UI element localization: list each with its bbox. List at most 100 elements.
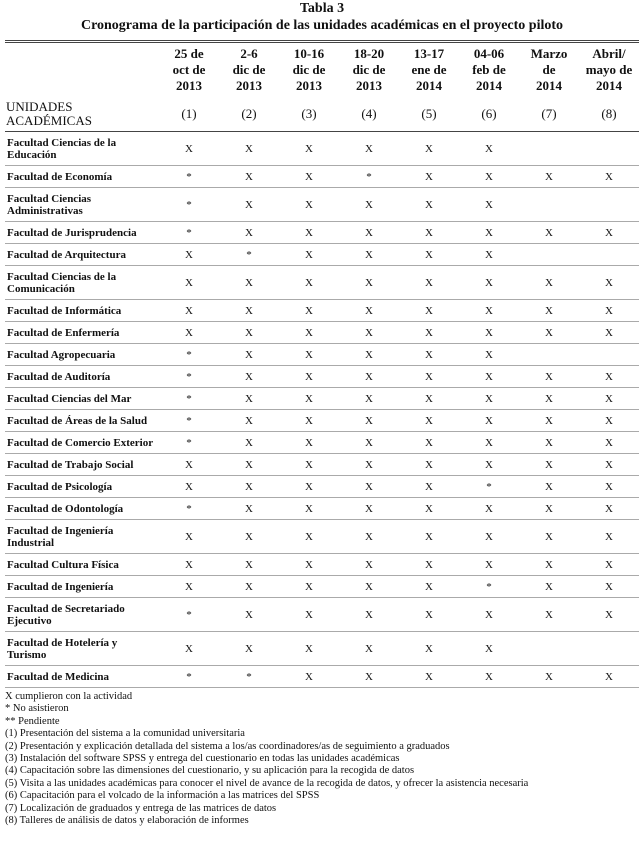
status-cell: X bbox=[459, 553, 519, 576]
unit-name: Facultad de Ingeniería Industrial bbox=[5, 519, 159, 554]
column-header-line: dic de bbox=[292, 62, 326, 77]
empty-cell bbox=[519, 187, 579, 222]
column-header-line: de bbox=[542, 62, 556, 77]
column-header-line: 2013 bbox=[356, 78, 382, 93]
status-cell: X bbox=[399, 221, 459, 244]
status-cell: X bbox=[159, 321, 219, 344]
status-cell: X bbox=[339, 187, 399, 222]
status-cell: * bbox=[159, 365, 219, 388]
status-cell: X bbox=[579, 475, 639, 498]
status-cell: X bbox=[219, 497, 279, 520]
note-line: ** Pendiente bbox=[5, 715, 60, 727]
status-cell: X bbox=[399, 165, 459, 188]
status-cell: X bbox=[219, 553, 279, 576]
column-number: (6) bbox=[459, 97, 519, 132]
table-row: Facultad de Áreas de la Salud * X X X X X X X bbox=[5, 409, 639, 432]
table-row: Facultad de Psicología X X X X X * X X bbox=[5, 475, 639, 498]
table-row: Facultad Ciencias de la Educación X X X X X X bbox=[5, 131, 639, 166]
status-cell: X bbox=[519, 497, 579, 520]
column-header-line: 2014 bbox=[416, 78, 442, 93]
status-cell: X bbox=[339, 131, 399, 166]
status-cell: X bbox=[219, 365, 279, 388]
status-cell: X bbox=[339, 321, 399, 344]
status-cell: * bbox=[159, 343, 219, 366]
column-header-line: 04-06 bbox=[473, 46, 505, 61]
table-row: Facultad de Hotelería y Turismo X X X X X X bbox=[5, 631, 639, 666]
note-line: (2) Presentación y explicación detallada… bbox=[5, 740, 450, 752]
unit-name: Facultad de Trabajo Social bbox=[5, 453, 159, 476]
empty-cell bbox=[579, 131, 639, 166]
status-cell: X bbox=[279, 321, 339, 344]
column-header-line: dic de bbox=[352, 62, 386, 77]
column-header-line: ene de bbox=[411, 62, 447, 77]
status-cell: * bbox=[159, 187, 219, 222]
note-line: (1) Presentación del sistema a la comuni… bbox=[5, 728, 245, 740]
note-line: * No asistieron bbox=[5, 703, 69, 715]
table-row: Facultad de Auditoría * X X X X X X X bbox=[5, 365, 639, 388]
status-cell: * bbox=[159, 387, 219, 410]
unit-name: Facultad de Medicina bbox=[5, 665, 159, 688]
unit-name: Facultad Ciencias de la Educación bbox=[5, 131, 159, 166]
column-header: Marzo de 2014 bbox=[519, 42, 579, 98]
status-cell: X bbox=[159, 575, 219, 598]
note-line: (8) Talleres de análisis de datos y elab… bbox=[5, 815, 249, 827]
column-header-line: 10-16 bbox=[293, 46, 325, 61]
status-cell: X bbox=[399, 187, 459, 222]
empty-cell bbox=[579, 343, 639, 366]
status-cell: X bbox=[399, 475, 459, 498]
status-cell: X bbox=[459, 131, 519, 166]
status-cell: X bbox=[399, 343, 459, 366]
status-cell: X bbox=[159, 243, 219, 266]
status-cell: X bbox=[519, 165, 579, 188]
status-cell: * bbox=[159, 409, 219, 432]
status-cell: X bbox=[279, 221, 339, 244]
note-line: (3) Instalación del software SPSS y entr… bbox=[5, 753, 400, 765]
empty-cell bbox=[579, 187, 639, 222]
table-row: Facultad de Jurisprudencia * X X X X X X X bbox=[5, 221, 639, 244]
status-cell: X bbox=[459, 409, 519, 432]
status-cell: * bbox=[339, 165, 399, 188]
status-cell: X bbox=[159, 475, 219, 498]
column-header-line: 13-17 bbox=[413, 46, 445, 61]
status-cell: X bbox=[519, 553, 579, 576]
status-cell: X bbox=[459, 265, 519, 300]
status-cell: * bbox=[159, 165, 219, 188]
notes: X cumplieron con la actividad * No asisti… bbox=[5, 691, 639, 827]
table-row: Facultad de Informática X X X X X X X X bbox=[5, 299, 639, 322]
status-cell: X bbox=[579, 665, 639, 688]
status-cell: X bbox=[159, 519, 219, 554]
status-cell: X bbox=[159, 299, 219, 322]
status-cell: X bbox=[579, 431, 639, 454]
table-row: Facultad de Arquitectura X * X X X X bbox=[5, 243, 639, 266]
column-number: (2) bbox=[219, 97, 279, 132]
status-cell: X bbox=[579, 553, 639, 576]
status-cell: X bbox=[459, 665, 519, 688]
status-cell: * bbox=[159, 597, 219, 632]
status-cell: X bbox=[399, 299, 459, 322]
status-cell: X bbox=[579, 497, 639, 520]
status-cell: X bbox=[339, 631, 399, 666]
status-cell: X bbox=[579, 409, 639, 432]
table-row: Facultad Cultura Física X X X X X X X X bbox=[5, 553, 639, 576]
status-cell: X bbox=[339, 665, 399, 688]
empty-cell bbox=[519, 631, 579, 666]
status-cell: X bbox=[399, 431, 459, 454]
status-cell: X bbox=[519, 221, 579, 244]
column-header-line: 2013 bbox=[176, 78, 202, 93]
column-header-line: 2014 bbox=[476, 78, 502, 93]
status-cell: X bbox=[579, 575, 639, 598]
empty-cell bbox=[579, 243, 639, 266]
status-cell: X bbox=[279, 553, 339, 576]
status-cell: X bbox=[399, 497, 459, 520]
status-cell: X bbox=[459, 519, 519, 554]
status-cell: X bbox=[219, 575, 279, 598]
table-row: Facultad de Secretariado Ejecutivo * X X X X X… bbox=[5, 597, 639, 632]
status-cell: X bbox=[279, 165, 339, 188]
column-header-line: 2-6 bbox=[240, 46, 258, 61]
table-row: Facultad Ciencias Administrativas * X X X X X bbox=[5, 187, 639, 222]
status-cell: X bbox=[339, 365, 399, 388]
table-row: Facultad de Economía * X X * X X X X bbox=[5, 165, 639, 188]
unit-name: Facultad de Áreas de la Salud bbox=[5, 409, 159, 432]
status-cell: X bbox=[399, 665, 459, 688]
header-cell bbox=[5, 42, 159, 98]
